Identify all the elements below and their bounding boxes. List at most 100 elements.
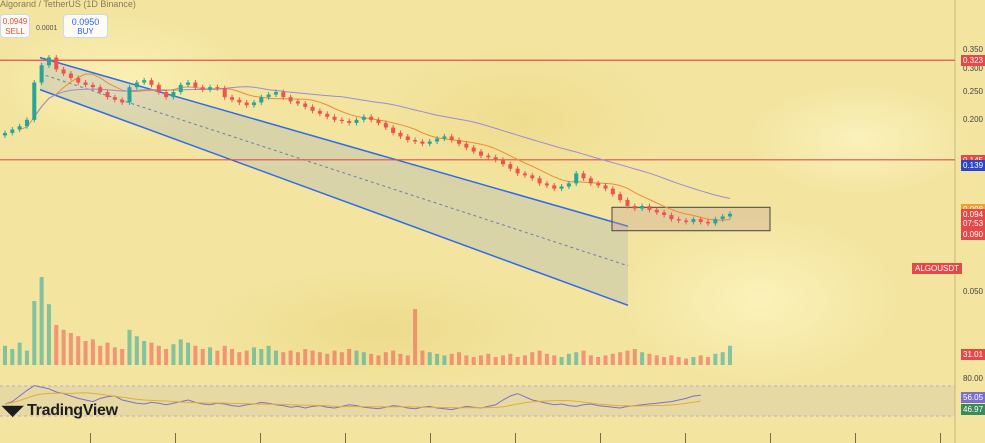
buy-label: BUY (77, 27, 94, 36)
volume-bar (281, 352, 286, 365)
volume-bar (698, 355, 703, 365)
volume-bar (391, 350, 396, 365)
volume-bar (17, 342, 22, 365)
volume-bar (662, 357, 667, 365)
volume-bar (427, 352, 432, 365)
candle (164, 92, 169, 98)
candle (259, 97, 264, 103)
buy-button[interactable]: 0.0950 BUY (63, 14, 108, 38)
volume-bar (676, 357, 681, 365)
price-axis-tick: 0.300 (962, 64, 983, 74)
price-tag: 0.323 (961, 55, 985, 67)
candle (281, 92, 286, 98)
candle (376, 119, 381, 123)
consolidation-box (611, 206, 771, 232)
sell-price: 0.0949 (2, 17, 28, 26)
volume-bar (112, 347, 117, 365)
candle (46, 57, 51, 66)
candle (610, 188, 615, 195)
candle (10, 129, 15, 133)
candle (127, 87, 132, 103)
candle (464, 143, 469, 148)
candle (134, 82, 139, 88)
volume-bar (610, 353, 615, 365)
volume-bar (303, 349, 308, 365)
tradingview-logo-icon: ◥◤ (2, 402, 23, 418)
oscillator-tag: 46.97 (961, 404, 985, 415)
candle (76, 77, 81, 83)
volume-bar (186, 342, 191, 365)
volume-bar (105, 342, 110, 365)
volume-bar (618, 352, 623, 365)
volume-bar (244, 350, 249, 365)
volume-bar (295, 352, 300, 365)
sell-button[interactable]: 0.0949 SELL (0, 14, 30, 38)
volume-bar (640, 352, 645, 365)
candle (522, 173, 527, 176)
channel-lower-line (39, 88, 629, 307)
candle (54, 57, 59, 70)
volume-bar (559, 357, 564, 365)
volume-bar (237, 352, 242, 365)
volume-bar (405, 355, 410, 365)
volume-bar (90, 339, 95, 365)
volume-bar (251, 347, 257, 365)
candle (684, 220, 689, 222)
volume-bar (544, 353, 549, 365)
candle (442, 136, 447, 139)
volume-bar (552, 355, 557, 365)
buy-price: 0.0950 (71, 17, 100, 27)
date-tick (515, 433, 516, 443)
volume-bar (354, 350, 359, 365)
volume-bar (566, 353, 571, 365)
candle (420, 141, 425, 144)
candle (369, 116, 374, 120)
volume-bar (156, 345, 161, 365)
candle (178, 84, 183, 93)
oscillator-axis-tick: 80.00 (962, 374, 983, 383)
volume-bar (127, 329, 132, 365)
date-tick (430, 433, 431, 443)
candle (266, 94, 271, 98)
volume-bar (332, 350, 337, 365)
candle (325, 113, 330, 117)
volume-bar (464, 355, 469, 365)
candle (295, 101, 300, 104)
volume-bar (61, 329, 66, 365)
volume-bar (457, 352, 462, 365)
candle (303, 103, 308, 107)
volume-bar (691, 357, 696, 365)
candle (596, 183, 601, 186)
oscillator-band (0, 386, 955, 416)
candle (142, 80, 147, 83)
channel-fill (40, 57, 628, 306)
volume-bar (669, 355, 674, 365)
candle (61, 69, 66, 74)
candle (691, 219, 696, 222)
volume-bar (684, 358, 689, 365)
candle (24, 119, 29, 127)
volume-bar (398, 353, 403, 365)
candle (383, 122, 388, 128)
volume-bar (149, 342, 154, 365)
candle (112, 97, 117, 100)
candle (361, 116, 366, 120)
candle (544, 183, 549, 186)
sell-label: SELL (5, 27, 25, 36)
volume-bar (325, 353, 330, 365)
candle (222, 88, 227, 98)
candle (149, 80, 154, 85)
candle (98, 87, 103, 93)
volume-bar (83, 341, 88, 365)
volume-bar (68, 333, 73, 365)
volume-bar (706, 357, 711, 365)
date-tick (770, 433, 771, 443)
candle (566, 183, 571, 187)
candle (713, 219, 718, 224)
volume-bar (713, 353, 718, 365)
volume-bar (208, 347, 213, 365)
volume-bar (24, 350, 29, 365)
volume-bar (515, 357, 520, 365)
candle (500, 159, 505, 165)
